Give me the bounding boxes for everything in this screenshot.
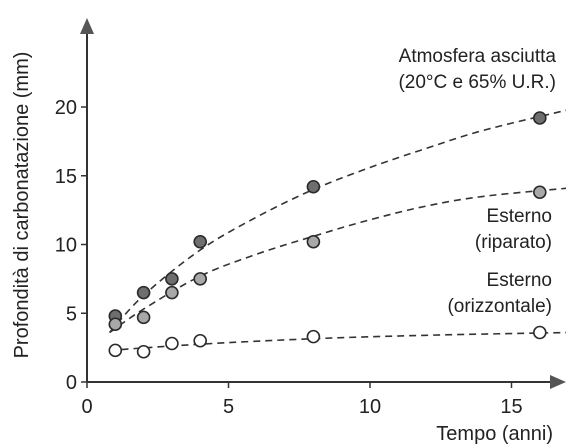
y-tick-label: 15 [55, 166, 77, 188]
data-point [108, 343, 123, 358]
y-tick-label: 5 [66, 303, 77, 325]
data-point [165, 272, 179, 286]
data-point [193, 272, 207, 286]
trend-line [109, 109, 566, 334]
data-point [532, 325, 547, 340]
data-point [136, 310, 151, 325]
data-points [108, 111, 547, 359]
series-annotation: Esterno [487, 270, 552, 291]
y-tick-label: 0 [66, 372, 77, 394]
x-tick-label: 5 [223, 396, 234, 418]
y-tick-label: 10 [55, 235, 77, 257]
trend-line [109, 187, 566, 334]
x-axis-arrow [550, 375, 566, 389]
data-point [165, 336, 179, 351]
axes [80, 18, 566, 389]
data-point [532, 111, 547, 125]
series-annotations: Atmosfera asciutta (20°C e 65% U.R.) Ester… [398, 46, 556, 317]
data-point [193, 234, 207, 249]
x-tick-label: 10 [359, 396, 381, 418]
data-point [306, 234, 321, 249]
data-point [136, 344, 151, 359]
data-point [165, 285, 179, 300]
data-point [193, 333, 207, 348]
series-annotation: Atmosfera asciutta [399, 46, 557, 67]
y-axis-title: Profondità di carbonatazione (mm) [11, 52, 33, 359]
series-annotation: (riparato) [475, 232, 552, 253]
x-tick-label: 0 [81, 396, 92, 418]
y-axis-arrow [80, 18, 94, 34]
ticks: 0 5 10 15 0 5 10 15 20 [55, 97, 523, 418]
series-annotation: Esterno [487, 206, 552, 227]
y-tick-label: 20 [55, 97, 77, 119]
data-point [108, 317, 123, 332]
data-point [306, 329, 321, 344]
data-point [306, 179, 321, 194]
x-tick-label: 15 [500, 396, 522, 418]
series-annotation: (orizzontale) [447, 296, 552, 317]
series-annotation: (20°C e 65% U.R.) [398, 72, 556, 93]
x-axis-title: Tempo (anni) [436, 423, 553, 445]
data-point [532, 185, 547, 200]
data-point [136, 285, 151, 300]
